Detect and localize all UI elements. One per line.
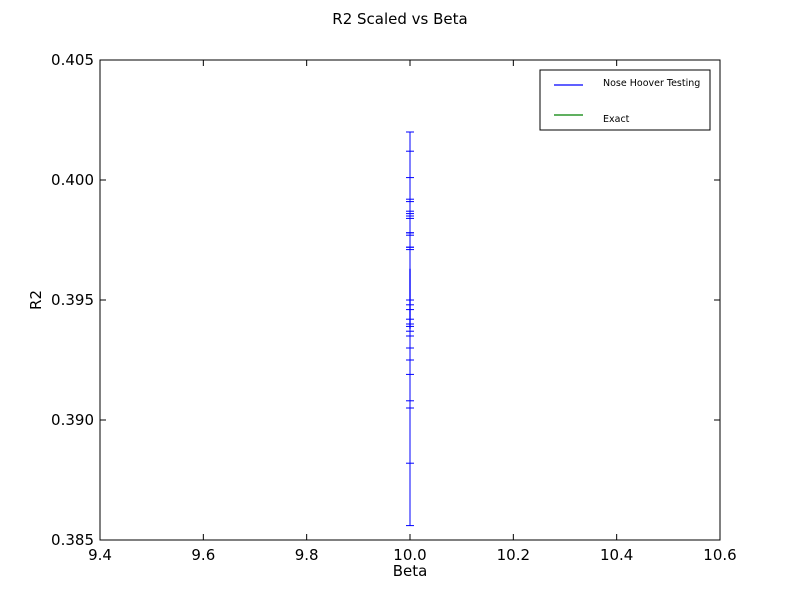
- y-tick-label: 0.390: [51, 411, 94, 429]
- data-marks: [406, 131, 414, 527]
- x-tick-label: 10.6: [703, 546, 736, 564]
- x-tick-label: 9.6: [191, 546, 215, 564]
- legend: Nose Hoover Testing Exact: [539, 69, 711, 131]
- legend-label-exact: Exact: [603, 114, 630, 125]
- x-tick-label: 10.0: [393, 546, 426, 564]
- legend-box: [539, 69, 711, 131]
- x-axis-label: Beta: [393, 562, 428, 580]
- y-tick-label: 0.400: [51, 171, 94, 189]
- axes: 9.4 9.6 9.8 10.0 10.2 10.4 10.6 0.385 0.390 0.395…: [51, 51, 737, 564]
- y-tick-label: 0.395: [51, 291, 94, 309]
- x-tick-label: 10.2: [497, 546, 530, 564]
- legend-label-nose-hoover: Nose Hoover Testing: [603, 78, 700, 89]
- y-tick-label: 0.405: [51, 51, 94, 69]
- x-tick-label: 10.4: [600, 546, 633, 564]
- chart-title: R2 Scaled vs Beta: [332, 10, 467, 28]
- x-tick-label: 9.4: [88, 546, 112, 564]
- series-0: [406, 131, 414, 527]
- y-axis-label: R2: [27, 290, 45, 310]
- x-tick-label: 9.8: [295, 546, 319, 564]
- y-tick-label: 0.385: [51, 531, 94, 549]
